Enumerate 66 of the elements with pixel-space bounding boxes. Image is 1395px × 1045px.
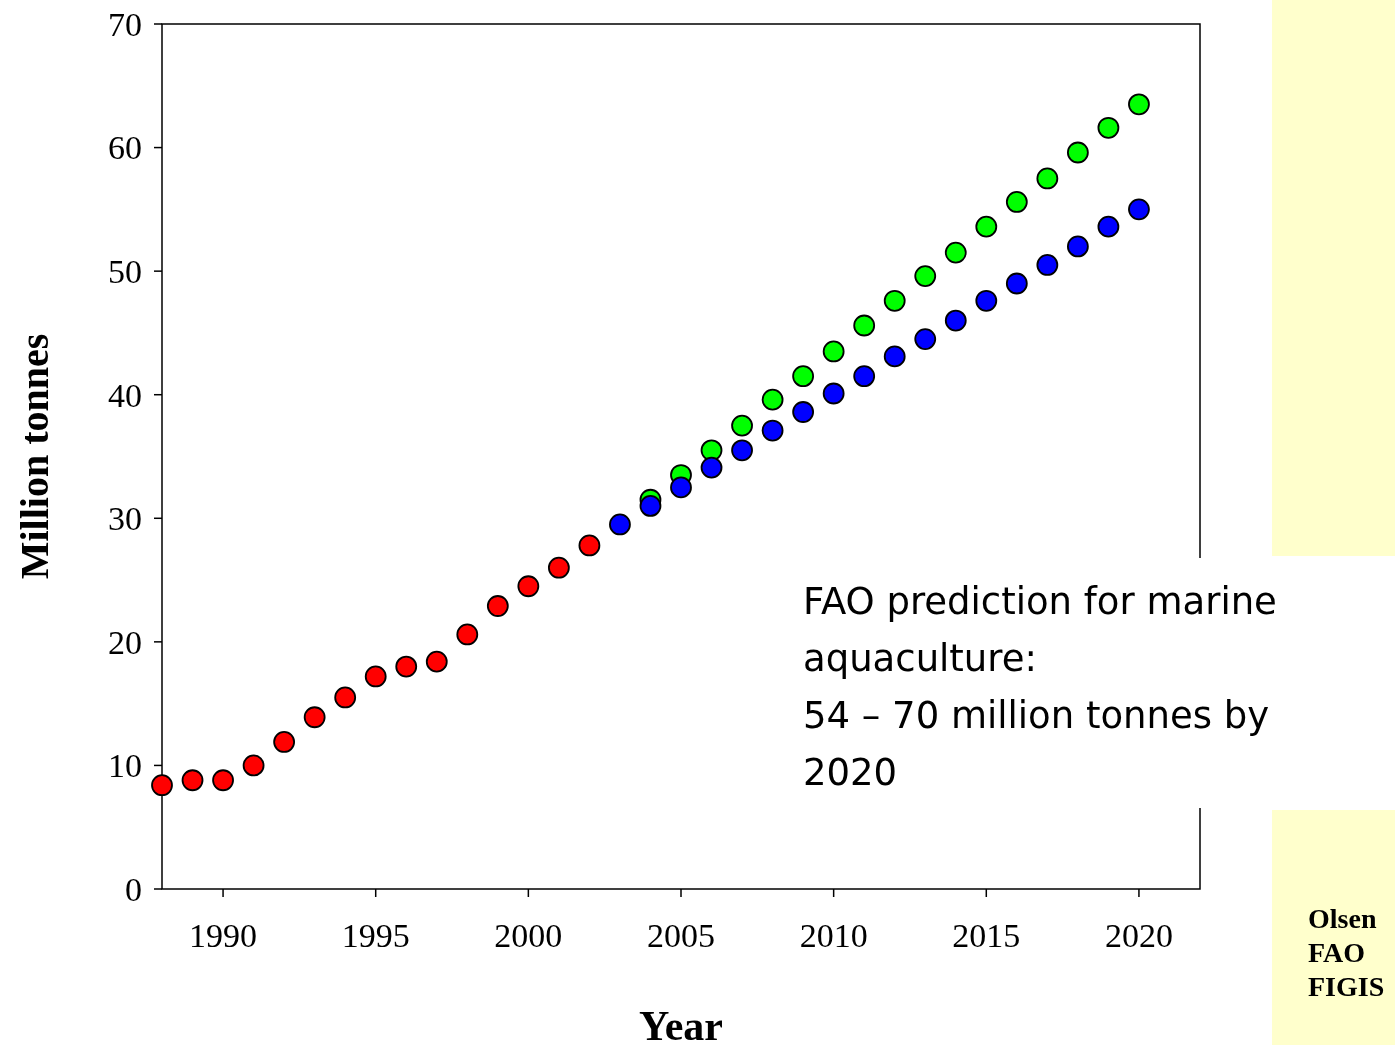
point [1097, 116, 1120, 139]
y-tick-label: 50 [108, 253, 142, 291]
point [731, 439, 753, 462]
point [883, 289, 906, 312]
point [1005, 272, 1028, 295]
x-tick-label: 2010 [799, 917, 868, 954]
point [731, 414, 753, 437]
x-tick-label: 1990 [189, 917, 258, 954]
point [822, 382, 845, 405]
y-tick-label: 70 [108, 5, 142, 43]
point [1066, 141, 1089, 164]
text: Olsen FAO FIGIS [1308, 903, 1385, 1002]
point [547, 556, 570, 579]
point [792, 365, 815, 388]
point [1128, 93, 1150, 116]
point [151, 774, 173, 797]
point [853, 314, 876, 337]
y-tick-label: 30 [108, 500, 142, 538]
annotation: FAO prediction for marine aquaculture: 54 – 70 million tonnes by 2020 [803, 580, 1277, 794]
point [181, 769, 204, 792]
point [212, 769, 234, 792]
point [242, 754, 265, 777]
point [1036, 167, 1059, 190]
point [334, 686, 357, 709]
point [761, 388, 784, 411]
point [456, 623, 479, 646]
x-tick-label: 2015 [952, 917, 1021, 954]
point [1128, 198, 1150, 221]
point [670, 476, 692, 499]
y-tick-label: 20 [108, 623, 142, 661]
x-axis-title: Year [639, 1003, 723, 1045]
point [975, 289, 998, 312]
point [853, 365, 876, 388]
point [914, 265, 937, 287]
point [792, 401, 815, 423]
x-tick-label: 2020 [1104, 917, 1173, 954]
point [944, 309, 967, 332]
point [425, 650, 448, 673]
y-tick-label: 40 [108, 376, 142, 414]
x-tick-label: 2005 [647, 917, 715, 954]
point [761, 419, 784, 442]
point [914, 328, 937, 350]
point [700, 456, 723, 479]
point [395, 655, 418, 678]
y-tick-label: 60 [108, 129, 142, 167]
point [1036, 254, 1059, 276]
point [609, 513, 631, 536]
point [517, 575, 540, 598]
y-tick-label: 0 [125, 870, 142, 908]
y-axis-title: Million tonnes [12, 333, 57, 580]
x-tick-label: 2000 [494, 917, 563, 954]
point [975, 215, 998, 238]
point [486, 595, 509, 617]
point [578, 534, 601, 557]
point [303, 706, 326, 729]
point [1005, 191, 1028, 213]
y-tick-label: 10 [108, 747, 142, 785]
point [1066, 235, 1089, 258]
point [883, 345, 906, 368]
x-tick-label: 1995 [341, 917, 410, 954]
point [822, 340, 845, 363]
point [1097, 215, 1120, 238]
point [639, 495, 662, 517]
point [944, 241, 967, 264]
point [273, 731, 296, 753]
point [364, 665, 387, 688]
